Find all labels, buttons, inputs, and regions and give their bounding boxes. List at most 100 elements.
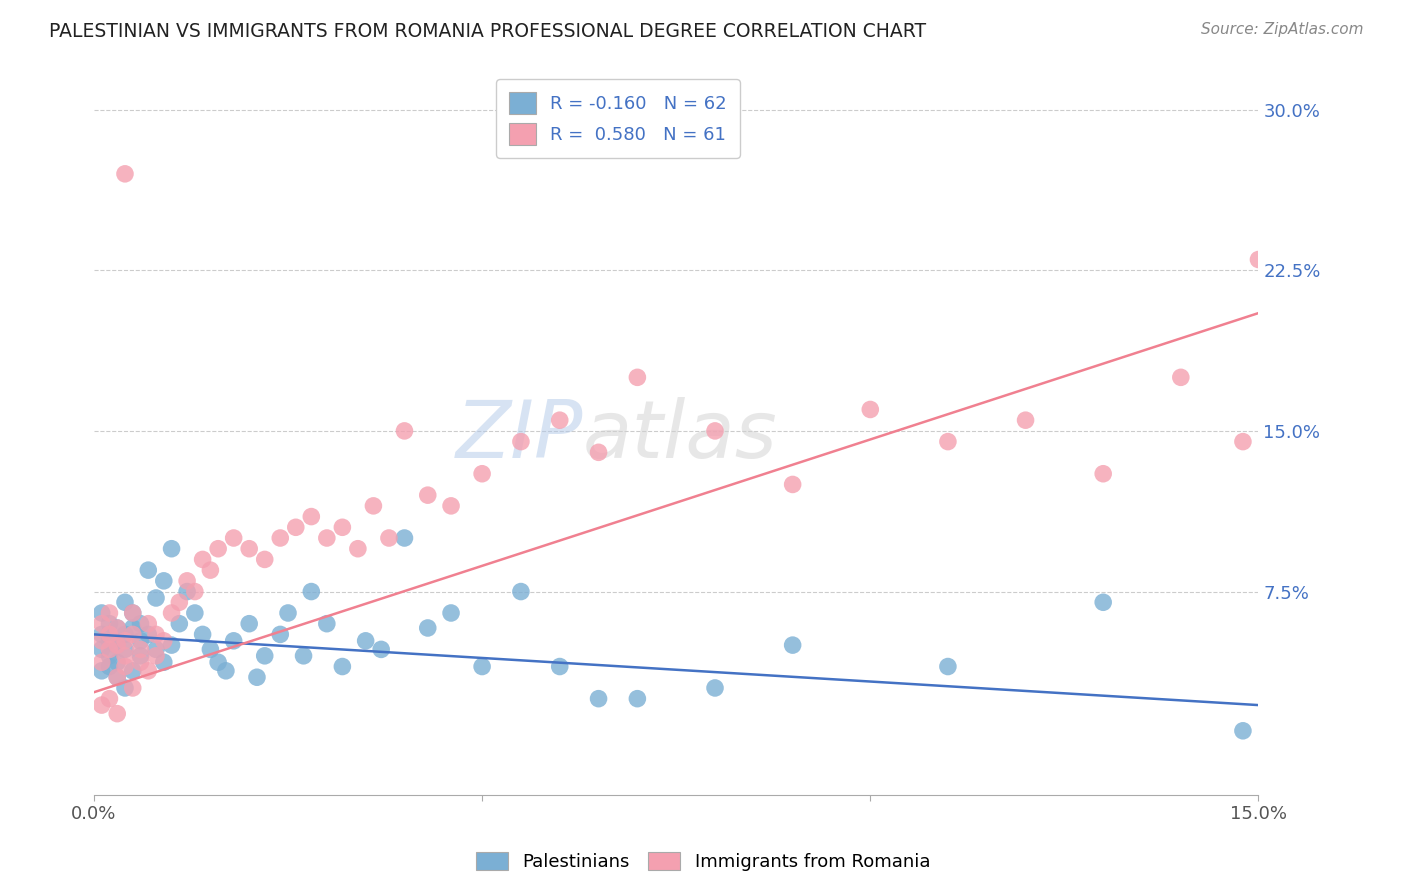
Point	[105, 670, 128, 684]
Point	[105, 655, 128, 669]
Point	[394, 424, 416, 438]
Point	[98, 627, 121, 641]
Point	[253, 648, 276, 663]
Point	[90, 616, 112, 631]
Point	[347, 541, 370, 556]
Point	[859, 402, 882, 417]
Text: Source: ZipAtlas.com: Source: ZipAtlas.com	[1201, 22, 1364, 37]
Point	[215, 664, 238, 678]
Point	[129, 616, 152, 631]
Point	[200, 563, 222, 577]
Point	[90, 655, 112, 669]
Point	[105, 638, 128, 652]
Point	[191, 627, 214, 641]
Point	[1232, 434, 1254, 449]
Point	[90, 664, 112, 678]
Point	[238, 541, 260, 556]
Point	[370, 642, 392, 657]
Legend: Palestinians, Immigrants from Romania: Palestinians, Immigrants from Romania	[468, 845, 938, 879]
Point	[114, 595, 136, 609]
Point	[1232, 723, 1254, 738]
Point	[1092, 595, 1115, 609]
Point	[416, 488, 439, 502]
Point	[936, 434, 959, 449]
Point	[292, 648, 315, 663]
Point	[1092, 467, 1115, 481]
Point	[98, 606, 121, 620]
Point	[121, 606, 143, 620]
Point	[471, 467, 494, 481]
Point	[238, 616, 260, 631]
Point	[121, 627, 143, 641]
Point	[90, 642, 112, 657]
Point	[153, 574, 176, 588]
Point	[284, 520, 307, 534]
Point	[90, 606, 112, 620]
Point	[246, 670, 269, 684]
Point	[136, 563, 159, 577]
Point	[191, 552, 214, 566]
Point	[153, 655, 176, 669]
Point	[440, 499, 463, 513]
Point	[114, 648, 136, 663]
Point	[510, 434, 533, 449]
Point	[98, 633, 121, 648]
Point	[114, 659, 136, 673]
Point	[105, 638, 128, 652]
Point	[169, 595, 191, 609]
Point	[145, 627, 167, 641]
Point	[160, 541, 183, 556]
Point	[105, 706, 128, 721]
Point	[299, 584, 322, 599]
Point	[269, 531, 291, 545]
Point	[207, 541, 229, 556]
Point	[145, 648, 167, 663]
Point	[548, 413, 571, 427]
Point	[153, 633, 176, 648]
Point	[98, 648, 121, 663]
Point	[253, 552, 276, 566]
Point	[129, 642, 152, 657]
Point	[332, 659, 354, 673]
Point	[200, 642, 222, 657]
Point	[548, 659, 571, 673]
Point	[626, 370, 648, 384]
Point	[184, 584, 207, 599]
Point	[114, 627, 136, 641]
Point	[105, 670, 128, 684]
Point	[105, 621, 128, 635]
Point	[416, 621, 439, 635]
Text: PALESTINIAN VS IMMIGRANTS FROM ROMANIA PROFESSIONAL DEGREE CORRELATION CHART: PALESTINIAN VS IMMIGRANTS FROM ROMANIA P…	[49, 22, 927, 41]
Point	[145, 642, 167, 657]
Point	[704, 424, 727, 438]
Point	[129, 655, 152, 669]
Point	[121, 681, 143, 695]
Point	[98, 616, 121, 631]
Point	[105, 621, 128, 635]
Point	[90, 627, 112, 641]
Text: ZIP: ZIP	[456, 397, 583, 475]
Point	[176, 574, 198, 588]
Point	[169, 616, 191, 631]
Point	[98, 642, 121, 657]
Point	[114, 681, 136, 695]
Point	[378, 531, 401, 545]
Point	[269, 627, 291, 641]
Point	[277, 606, 299, 620]
Point	[332, 520, 354, 534]
Point	[136, 664, 159, 678]
Point	[626, 691, 648, 706]
Point	[588, 691, 610, 706]
Point	[363, 499, 385, 513]
Point	[176, 584, 198, 599]
Point	[440, 606, 463, 620]
Point	[315, 616, 337, 631]
Point	[354, 633, 377, 648]
Point	[90, 698, 112, 712]
Point	[394, 531, 416, 545]
Point	[98, 659, 121, 673]
Point	[510, 584, 533, 599]
Point	[936, 659, 959, 673]
Point	[98, 691, 121, 706]
Point	[588, 445, 610, 459]
